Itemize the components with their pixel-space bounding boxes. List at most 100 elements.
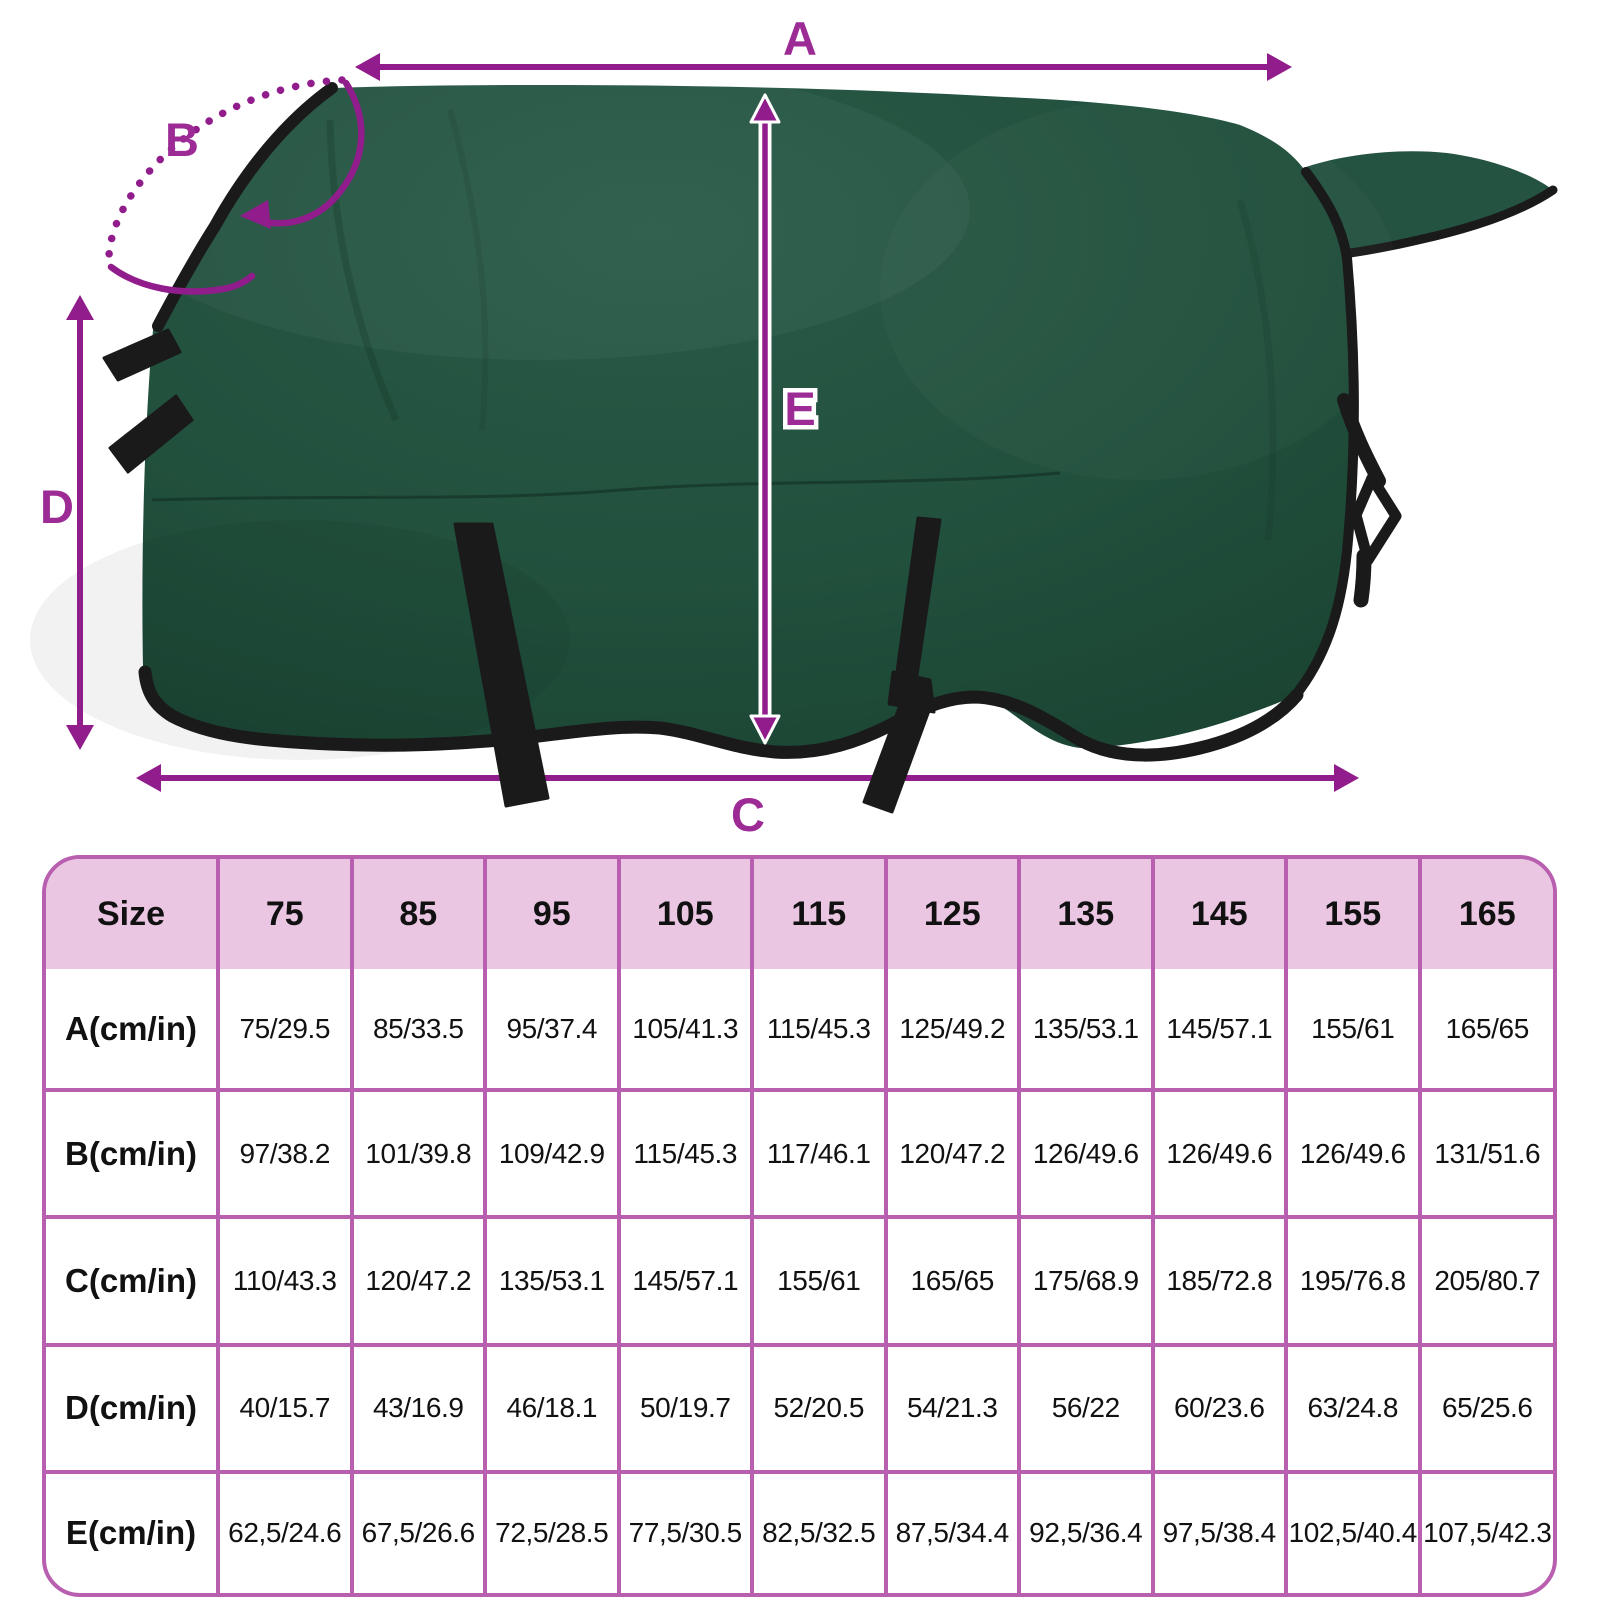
size-header-cell: 145 bbox=[1150, 859, 1288, 969]
value-cell: 131/51.6 bbox=[1417, 1088, 1553, 1220]
blanket-body bbox=[142, 84, 1354, 753]
value-cell: 95/37.4 bbox=[483, 969, 621, 1093]
value-cell: 72,5/28.5 bbox=[483, 1469, 621, 1593]
row-label-cell: C(cm/in) bbox=[46, 1215, 220, 1347]
size-table-row: E(cm/in) 62,5/24.6 67,5/26.6 72,5/28.5 77,5/… bbox=[46, 1469, 1553, 1593]
chest-strap-top bbox=[102, 328, 182, 382]
size-header-cell: 95 bbox=[483, 859, 621, 969]
measure-ellipse-b bbox=[105, 76, 365, 295]
measure-arrow-a bbox=[355, 53, 1292, 81]
chest-strap-bottom bbox=[108, 394, 194, 474]
size-header-cell: 125 bbox=[883, 859, 1021, 969]
value-cell: 126/49.6 bbox=[1284, 1088, 1422, 1220]
belly-strap-right-lower bbox=[862, 698, 932, 814]
value-cell: 145/57.1 bbox=[1150, 969, 1288, 1093]
value-cell: 195/76.8 bbox=[1284, 1215, 1422, 1347]
value-cell: 135/53.1 bbox=[483, 1215, 621, 1347]
bottom-binding bbox=[138, 665, 1304, 762]
value-cell: 92,5/36.4 bbox=[1017, 1469, 1155, 1593]
value-cell: 115/45.3 bbox=[616, 1088, 754, 1220]
value-cell: 85/33.5 bbox=[349, 969, 487, 1093]
size-table-row: A(cm/in) 75/29.5 85/33.5 95/37.4 105/41.3 115… bbox=[46, 969, 1553, 1093]
size-header-cell: 85 bbox=[349, 859, 487, 969]
value-cell: 109/42.9 bbox=[483, 1088, 621, 1220]
value-cell: 135/53.1 bbox=[1017, 969, 1155, 1093]
value-cell: 97,5/38.4 bbox=[1150, 1469, 1288, 1593]
value-cell: 102,5/40.4 bbox=[1284, 1469, 1422, 1593]
value-cell: 56/22 bbox=[1017, 1342, 1155, 1474]
value-cell: 63/24.8 bbox=[1284, 1342, 1422, 1474]
value-cell: 155/61 bbox=[750, 1215, 888, 1347]
value-cell: 46/18.1 bbox=[483, 1342, 621, 1474]
row-label-cell: B(cm/in) bbox=[46, 1088, 220, 1220]
size-header-cell: 115 bbox=[750, 859, 888, 969]
value-cell: 117/46.1 bbox=[750, 1088, 888, 1220]
value-cell: 105/41.3 bbox=[616, 969, 754, 1093]
value-cell: 52/20.5 bbox=[750, 1342, 888, 1474]
size-header-cell: 165 bbox=[1417, 859, 1553, 969]
size-header-cell: 75 bbox=[216, 859, 354, 969]
value-cell: 75/29.5 bbox=[216, 969, 354, 1093]
size-table-row: C(cm/in) 110/43.3 120/47.2 135/53.1 145/57.1… bbox=[46, 1215, 1553, 1347]
size-header-label: Size bbox=[46, 859, 220, 969]
rear-strap-loop bbox=[1350, 472, 1402, 566]
value-cell: 125/49.2 bbox=[883, 969, 1021, 1093]
value-cell: 50/19.7 bbox=[616, 1342, 754, 1474]
size-table-head: Size 75 85 95 105 115 125 135 145 155 165 bbox=[46, 859, 1553, 969]
measure-arrow-e bbox=[749, 93, 781, 745]
value-cell: 97/38.2 bbox=[216, 1088, 354, 1220]
tail-flap bbox=[1298, 151, 1553, 253]
body-seam bbox=[151, 471, 1061, 502]
value-cell: 205/80.7 bbox=[1417, 1215, 1553, 1347]
size-table-body: A(cm/in) 75/29.5 85/33.5 95/37.4 105/41.3 115… bbox=[46, 969, 1553, 1593]
label-b: B bbox=[165, 113, 199, 166]
row-label-cell: D(cm/in) bbox=[46, 1342, 220, 1474]
value-cell: 107,5/42.3 bbox=[1417, 1469, 1553, 1593]
tail-flap-binding bbox=[1345, 185, 1558, 258]
value-cell: 165/65 bbox=[1417, 969, 1553, 1093]
size-header-cell: 135 bbox=[1017, 859, 1155, 969]
label-c: C bbox=[731, 788, 765, 841]
value-cell: 54/21.3 bbox=[883, 1342, 1021, 1474]
size-table-row: B(cm/in) 97/38.2 101/39.8 109/42.9 115/45.3 1… bbox=[46, 1088, 1553, 1220]
value-cell: 65/25.6 bbox=[1417, 1342, 1553, 1474]
row-label-cell: E(cm/in) bbox=[46, 1469, 220, 1593]
value-cell: 126/49.6 bbox=[1150, 1088, 1288, 1220]
value-cell: 60/23.6 bbox=[1150, 1342, 1288, 1474]
value-cell: 87,5/34.4 bbox=[883, 1469, 1021, 1593]
value-cell: 126/49.6 bbox=[1017, 1088, 1155, 1220]
size-table-container: Size 75 85 95 105 115 125 135 145 155 165 A(cm/in)… bbox=[42, 855, 1557, 1597]
value-cell: 115/45.3 bbox=[750, 969, 888, 1093]
size-header-cell: 105 bbox=[616, 859, 754, 969]
value-cell: 82,5/32.5 bbox=[750, 1469, 888, 1593]
rear-strap-tail bbox=[1353, 548, 1372, 608]
value-cell: 110/43.3 bbox=[216, 1215, 354, 1347]
value-cell: 185/72.8 bbox=[1150, 1215, 1288, 1347]
label-a: A bbox=[783, 12, 817, 65]
size-table-row: D(cm/in) 40/15.7 43/16.9 46/18.1 50/19.7 52/2… bbox=[46, 1342, 1553, 1474]
label-d: D bbox=[40, 480, 74, 533]
value-cell: 67,5/26.6 bbox=[349, 1469, 487, 1593]
size-table-header-row: Size 75 85 95 105 115 125 135 145 155 165 bbox=[46, 859, 1553, 969]
row-label-cell: A(cm/in) bbox=[46, 969, 220, 1093]
value-cell: 120/47.2 bbox=[349, 1215, 487, 1347]
label-e: E bbox=[784, 382, 815, 435]
value-cell: 175/68.9 bbox=[1017, 1215, 1155, 1347]
horse-blanket-illustration bbox=[30, 60, 1558, 814]
value-cell: 101/39.8 bbox=[349, 1088, 487, 1220]
value-cell: 62,5/24.6 bbox=[216, 1469, 354, 1593]
value-cell: 43/16.9 bbox=[349, 1342, 487, 1474]
value-cell: 77,5/30.5 bbox=[616, 1469, 754, 1593]
size-header-cell: 155 bbox=[1284, 859, 1422, 969]
value-cell: 40/15.7 bbox=[216, 1342, 354, 1474]
value-cell: 165/65 bbox=[883, 1215, 1021, 1347]
belly-strap-left bbox=[453, 522, 550, 808]
value-cell: 155/61 bbox=[1284, 969, 1422, 1093]
value-cell: 120/47.2 bbox=[883, 1088, 1021, 1220]
size-table: Size 75 85 95 105 115 125 135 145 155 165 A(cm/in)… bbox=[46, 859, 1553, 1593]
measure-arrow-c bbox=[136, 764, 1359, 792]
value-cell: 145/57.1 bbox=[616, 1215, 754, 1347]
measure-arrow-d bbox=[66, 295, 94, 750]
blanket-measurement-diagram: A B C D E bbox=[30, 12, 1558, 841]
